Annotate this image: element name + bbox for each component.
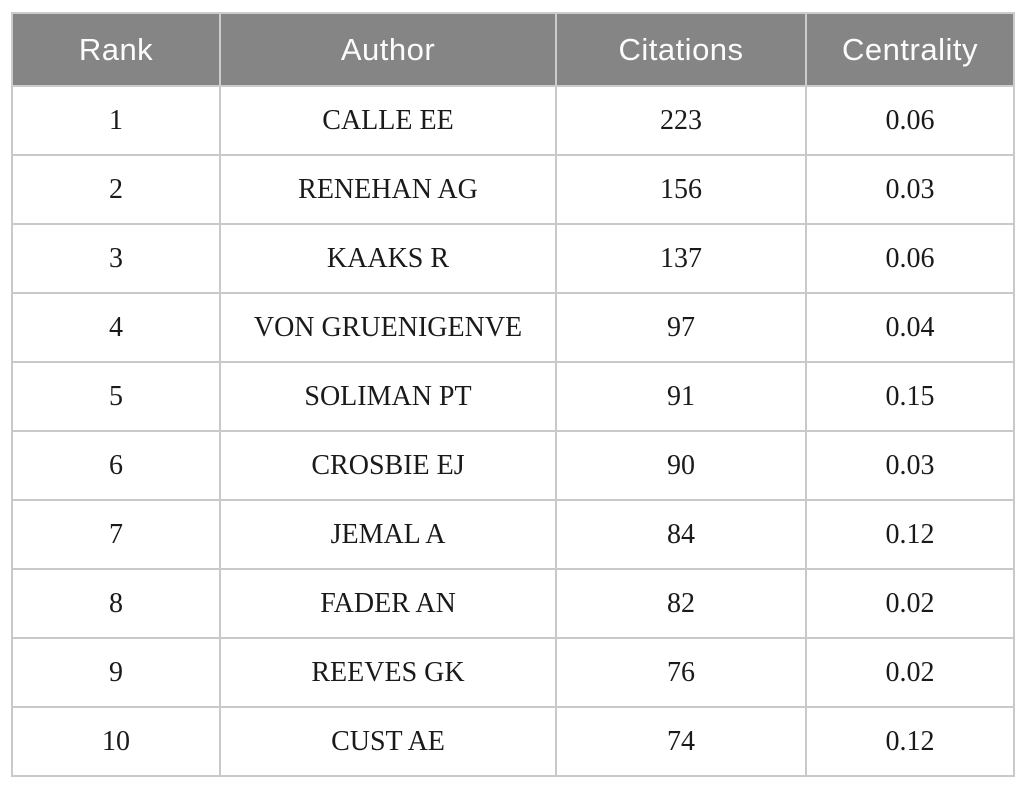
cell-rank: 4 xyxy=(11,292,221,363)
table-row: 9 REEVES GK 76 0.02 xyxy=(11,637,1015,708)
cell-rank: 6 xyxy=(11,430,221,501)
cell-author: SOLIMAN PT xyxy=(219,361,557,432)
table-row: 5 SOLIMAN PT 91 0.15 xyxy=(11,361,1015,432)
citations-ranking-table: Rank Author Citations Centrality 1 CALLE… xyxy=(11,12,1015,777)
column-header-author: Author xyxy=(219,12,557,87)
cell-rank: 8 xyxy=(11,568,221,639)
cell-citations: 97 xyxy=(555,292,807,363)
table-header-row: Rank Author Citations Centrality xyxy=(11,12,1015,87)
table-row: 4 VON GRUENIGENVE 97 0.04 xyxy=(11,292,1015,363)
cell-author: CUST AE xyxy=(219,706,557,777)
cell-rank: 7 xyxy=(11,499,221,570)
table-header: Rank Author Citations Centrality xyxy=(11,12,1015,87)
column-header-rank: Rank xyxy=(11,12,221,87)
cell-centrality: 0.02 xyxy=(805,637,1015,708)
cell-centrality: 0.15 xyxy=(805,361,1015,432)
table-row: 2 RENEHAN AG 156 0.03 xyxy=(11,154,1015,225)
cell-author: JEMAL A xyxy=(219,499,557,570)
cell-citations: 90 xyxy=(555,430,807,501)
table-row: 6 CROSBIE EJ 90 0.03 xyxy=(11,430,1015,501)
cell-citations: 84 xyxy=(555,499,807,570)
table-row: 3 KAAKS R 137 0.06 xyxy=(11,223,1015,294)
cell-centrality: 0.03 xyxy=(805,430,1015,501)
cell-centrality: 0.12 xyxy=(805,499,1015,570)
cell-citations: 91 xyxy=(555,361,807,432)
cell-citations: 82 xyxy=(555,568,807,639)
cell-rank: 10 xyxy=(11,706,221,777)
cell-citations: 76 xyxy=(555,637,807,708)
column-header-citations: Citations xyxy=(555,12,807,87)
cell-rank: 9 xyxy=(11,637,221,708)
cell-rank: 5 xyxy=(11,361,221,432)
cell-citations: 137 xyxy=(555,223,807,294)
cell-author: KAAKS R xyxy=(219,223,557,294)
table-row: 7 JEMAL A 84 0.12 xyxy=(11,499,1015,570)
cell-author: VON GRUENIGENVE xyxy=(219,292,557,363)
cell-centrality: 0.06 xyxy=(805,85,1015,156)
cell-centrality: 0.04 xyxy=(805,292,1015,363)
cell-citations: 74 xyxy=(555,706,807,777)
citations-ranking-table-container: Rank Author Citations Centrality 1 CALLE… xyxy=(11,12,1015,777)
cell-rank: 1 xyxy=(11,85,221,156)
table-row: 10 CUST AE 74 0.12 xyxy=(11,706,1015,777)
cell-rank: 2 xyxy=(11,154,221,225)
cell-citations: 223 xyxy=(555,85,807,156)
cell-author: FADER AN xyxy=(219,568,557,639)
cell-centrality: 0.02 xyxy=(805,568,1015,639)
table-row: 1 CALLE EE 223 0.06 xyxy=(11,85,1015,156)
cell-centrality: 0.06 xyxy=(805,223,1015,294)
cell-author: REEVES GK xyxy=(219,637,557,708)
table-body: 1 CALLE EE 223 0.06 2 RENEHAN AG 156 0.0… xyxy=(11,85,1015,777)
cell-author: CALLE EE xyxy=(219,85,557,156)
column-header-centrality: Centrality xyxy=(805,12,1015,87)
table-row: 8 FADER AN 82 0.02 xyxy=(11,568,1015,639)
cell-centrality: 0.03 xyxy=(805,154,1015,225)
cell-centrality: 0.12 xyxy=(805,706,1015,777)
cell-author: CROSBIE EJ xyxy=(219,430,557,501)
cell-rank: 3 xyxy=(11,223,221,294)
cell-citations: 156 xyxy=(555,154,807,225)
cell-author: RENEHAN AG xyxy=(219,154,557,225)
